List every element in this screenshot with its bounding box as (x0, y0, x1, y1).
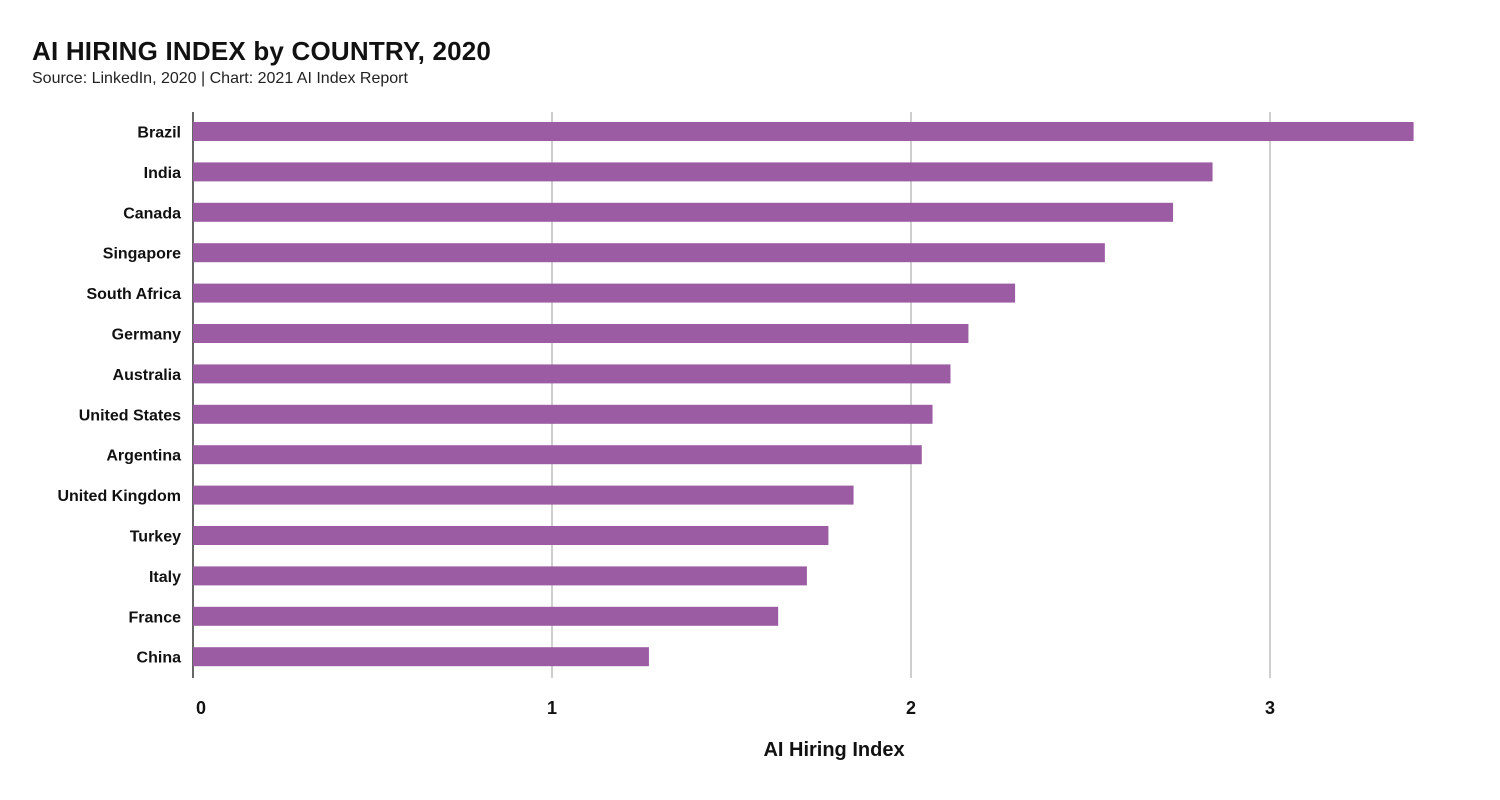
x-tick-label: 2 (906, 698, 916, 718)
category-label: China (137, 650, 182, 667)
bar (193, 283, 1016, 303)
category-label: South Africa (86, 286, 181, 303)
bar (193, 162, 1213, 182)
bar (193, 566, 807, 586)
bar (193, 364, 951, 384)
chart-subtitle: Source: LinkedIn, 2020 | Chart: 2021 AI … (32, 70, 408, 87)
bar (193, 526, 829, 545)
bar (193, 647, 649, 667)
x-axis-title: AI Hiring Index (763, 739, 904, 761)
category-label: Italy (149, 569, 181, 586)
bar (193, 324, 969, 343)
chart-title: AI HIRING INDEX by COUNTRY, 2020 (32, 36, 492, 66)
bar (193, 485, 854, 505)
x-tick-label: 0 (196, 698, 206, 718)
x-tick-labels: 0 1 2 3 (196, 698, 1275, 718)
x-tick-label: 1 (547, 698, 557, 718)
category-label: Argentina (106, 448, 181, 465)
bar (193, 243, 1105, 263)
bar (193, 122, 1414, 141)
category-label: United Kingdom (57, 488, 181, 505)
category-label: Australia (113, 367, 182, 384)
category-label: Canada (123, 205, 181, 222)
category-label: Brazil (137, 125, 181, 142)
bars (193, 122, 1414, 667)
bar (193, 445, 922, 465)
category-label: United States (79, 407, 181, 424)
bar (193, 202, 1174, 222)
bar (193, 404, 933, 424)
category-label: Germany (112, 327, 181, 344)
category-label: India (144, 165, 181, 182)
category-labels: Brazil India Canada Singapore South Africa Ge… (57, 125, 181, 667)
x-tick-label: 3 (1265, 698, 1275, 718)
category-label: Singapore (103, 246, 181, 263)
category-label: France (129, 609, 182, 626)
gridlines (192, 112, 1271, 678)
bar (193, 606, 779, 626)
category-label: Turkey (130, 529, 181, 546)
